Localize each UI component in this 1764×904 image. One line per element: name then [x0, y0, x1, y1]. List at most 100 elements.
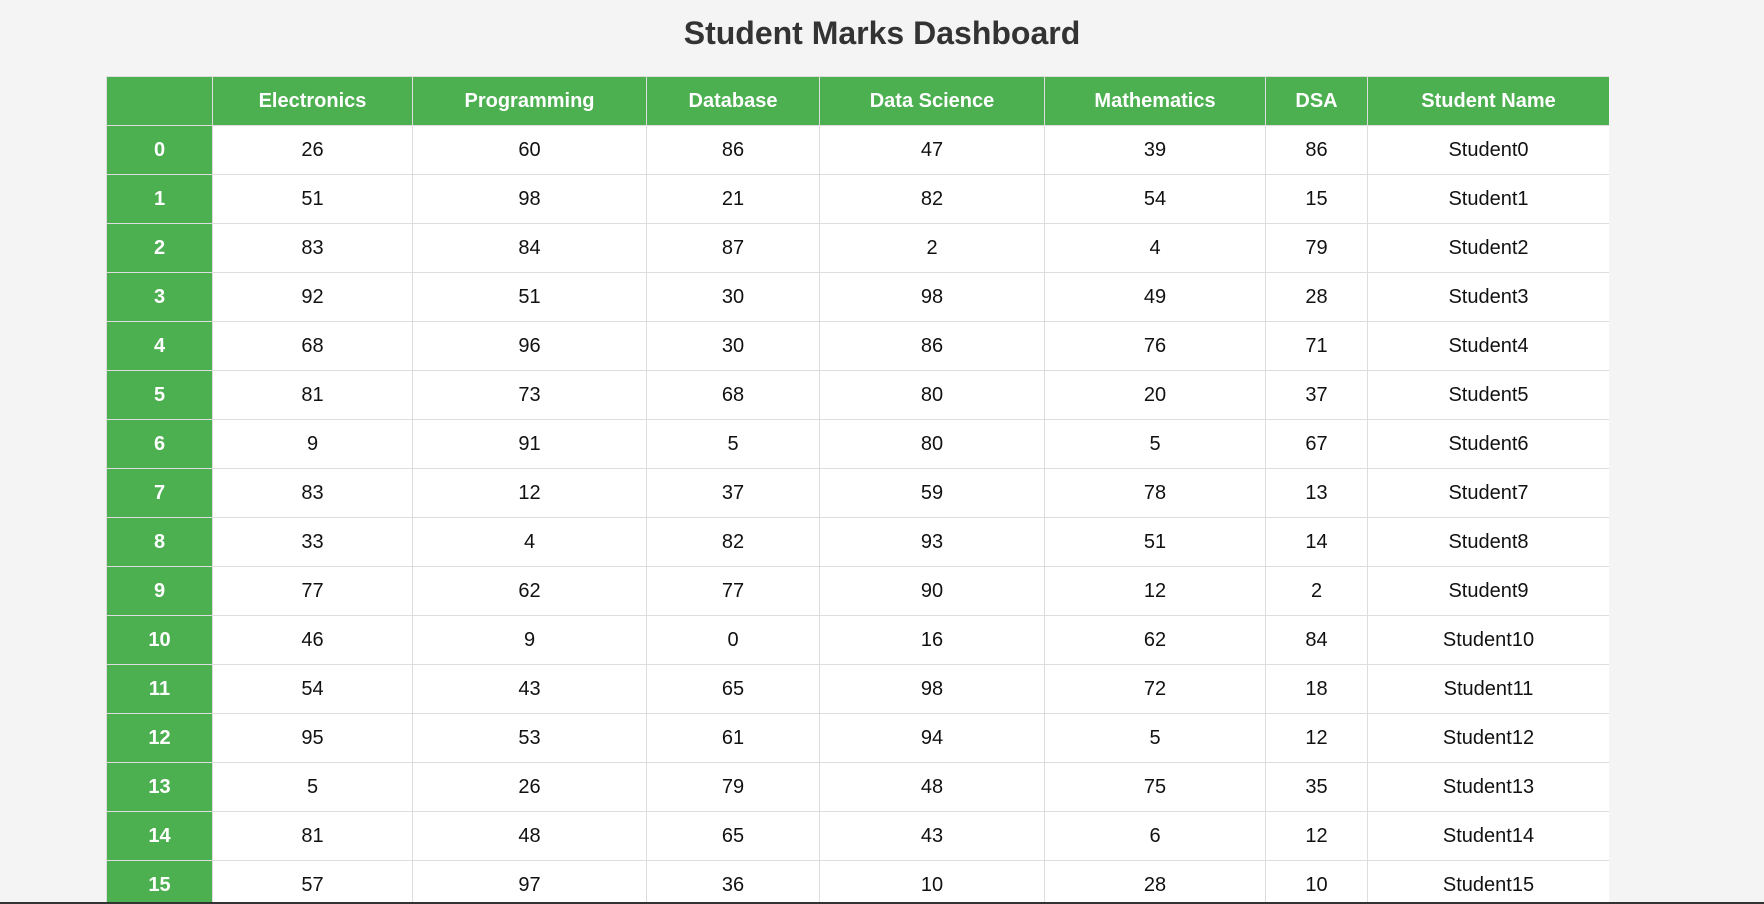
- cell-electronics: 54: [212, 664, 413, 714]
- cell-student-name: Student1: [1367, 174, 1609, 224]
- cell-programming: 9: [412, 615, 647, 665]
- cell-data-science: 59: [819, 468, 1045, 518]
- row-index: 3: [106, 272, 213, 322]
- cell-mathematics: 4: [1044, 223, 1266, 273]
- cell-mathematics: 5: [1044, 713, 1266, 763]
- marks-table-container[interactable]: Electronics Programming Database Data Sc…: [106, 76, 1609, 904]
- cell-mathematics: 54: [1044, 174, 1266, 224]
- row-index: 7: [106, 468, 213, 518]
- cell-dsa: 71: [1265, 321, 1368, 371]
- cell-data-science: 98: [819, 272, 1045, 322]
- table-row: 6 9 91 5 80 5 67 Student6: [106, 419, 1609, 469]
- cell-dsa: 86: [1265, 125, 1368, 175]
- cell-mathematics: 49: [1044, 272, 1266, 322]
- cell-dsa: 28: [1265, 272, 1368, 322]
- table-row: 14 81 48 65 43 6 12 Student14: [106, 811, 1609, 861]
- row-index: 2: [106, 223, 213, 273]
- cell-data-science: 94: [819, 713, 1045, 763]
- cell-database: 0: [646, 615, 820, 665]
- cell-electronics: 81: [212, 811, 413, 861]
- cell-database: 68: [646, 370, 820, 420]
- cell-electronics: 26: [212, 125, 413, 175]
- cell-database: 65: [646, 811, 820, 861]
- table-row: 13 5 26 79 48 75 35 Student13: [106, 762, 1609, 812]
- cell-data-science: 2: [819, 223, 1045, 273]
- cell-student-name: Student11: [1367, 664, 1609, 714]
- table-row: 12 95 53 61 94 5 12 Student12: [106, 713, 1609, 763]
- cell-mathematics: 72: [1044, 664, 1266, 714]
- row-index: 11: [106, 664, 213, 714]
- row-index: 6: [106, 419, 213, 469]
- column-header-index: [106, 76, 213, 126]
- column-header-database: Database: [646, 76, 820, 126]
- page-title: Student Marks Dashboard: [683, 15, 1081, 51]
- cell-mathematics: 6: [1044, 811, 1266, 861]
- cell-data-science: 80: [819, 419, 1045, 469]
- row-index: 10: [106, 615, 213, 665]
- cell-programming: 48: [412, 811, 647, 861]
- table-row: 5 81 73 68 80 20 37 Student5: [106, 370, 1609, 420]
- cell-database: 79: [646, 762, 820, 812]
- table-row: 3 92 51 30 98 49 28 Student3: [106, 272, 1609, 322]
- column-header-electronics: Electronics: [212, 76, 413, 126]
- row-index: 5: [106, 370, 213, 420]
- cell-mathematics: 75: [1044, 762, 1266, 812]
- column-header-data-science: Data Science: [819, 76, 1045, 126]
- column-header-dsa: DSA: [1265, 76, 1368, 126]
- cell-electronics: 83: [212, 223, 413, 273]
- cell-mathematics: 51: [1044, 517, 1266, 567]
- cell-data-science: 16: [819, 615, 1045, 665]
- row-index: 0: [106, 125, 213, 175]
- cell-data-science: 86: [819, 321, 1045, 371]
- cell-electronics: 95: [212, 713, 413, 763]
- cell-mathematics: 62: [1044, 615, 1266, 665]
- cell-dsa: 67: [1265, 419, 1368, 469]
- column-header-mathematics: Mathematics: [1044, 76, 1266, 126]
- table-row: 0 26 60 86 47 39 86 Student0: [106, 125, 1609, 175]
- cell-dsa: 12: [1265, 811, 1368, 861]
- row-index: 13: [106, 762, 213, 812]
- cell-programming: 4: [412, 517, 647, 567]
- cell-database: 65: [646, 664, 820, 714]
- row-index: 8: [106, 517, 213, 567]
- table-row: 10 46 9 0 16 62 84 Student10: [106, 615, 1609, 665]
- table-row: 15 57 97 36 10 28 10 Student15: [106, 860, 1609, 904]
- cell-programming: 96: [412, 321, 647, 371]
- cell-database: 37: [646, 468, 820, 518]
- cell-student-name: Student10: [1367, 615, 1609, 665]
- cell-mathematics: 12: [1044, 566, 1266, 616]
- cell-electronics: 83: [212, 468, 413, 518]
- cell-student-name: Student13: [1367, 762, 1609, 812]
- cell-dsa: 12: [1265, 713, 1368, 763]
- cell-data-science: 98: [819, 664, 1045, 714]
- cell-database: 30: [646, 321, 820, 371]
- cell-student-name: Student5: [1367, 370, 1609, 420]
- cell-data-science: 82: [819, 174, 1045, 224]
- cell-student-name: Student0: [1367, 125, 1609, 175]
- cell-programming: 53: [412, 713, 647, 763]
- cell-electronics: 81: [212, 370, 413, 420]
- cell-programming: 62: [412, 566, 647, 616]
- table-row: 2 83 84 87 2 4 79 Student2: [106, 223, 1609, 273]
- cell-dsa: 18: [1265, 664, 1368, 714]
- cell-programming: 43: [412, 664, 647, 714]
- cell-dsa: 79: [1265, 223, 1368, 273]
- cell-electronics: 33: [212, 517, 413, 567]
- cell-programming: 97: [412, 860, 647, 904]
- column-header-programming: Programming: [412, 76, 647, 126]
- cell-electronics: 9: [212, 419, 413, 469]
- cell-student-name: Student4: [1367, 321, 1609, 371]
- cell-student-name: Student6: [1367, 419, 1609, 469]
- cell-dsa: 15: [1265, 174, 1368, 224]
- cell-student-name: Student9: [1367, 566, 1609, 616]
- window-bottom-edge: [0, 902, 1764, 904]
- cell-dsa: 84: [1265, 615, 1368, 665]
- row-index: 1: [106, 174, 213, 224]
- cell-database: 61: [646, 713, 820, 763]
- cell-programming: 84: [412, 223, 647, 273]
- table-header-row: Electronics Programming Database Data Sc…: [106, 76, 1609, 126]
- cell-data-science: 43: [819, 811, 1045, 861]
- cell-electronics: 51: [212, 174, 413, 224]
- cell-programming: 12: [412, 468, 647, 518]
- cell-student-name: Student12: [1367, 713, 1609, 763]
